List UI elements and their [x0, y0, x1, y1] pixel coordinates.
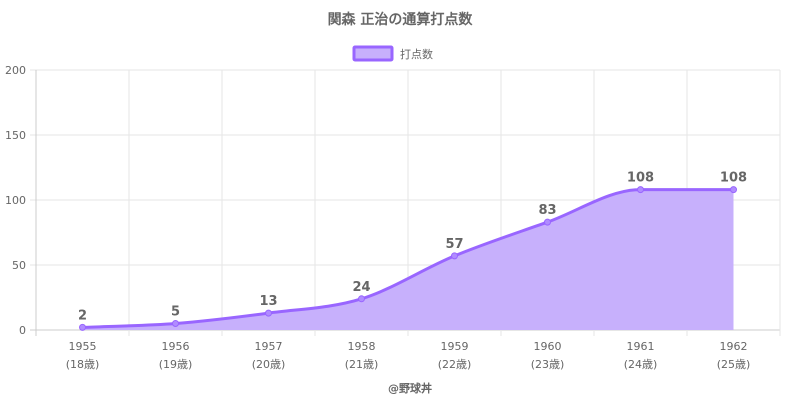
x-tick-sublabel: (20歳) [252, 358, 286, 371]
legend-label: 打点数 [400, 47, 433, 61]
data-point [730, 186, 737, 194]
x-axis: 1955 (18歳) 1956 (19歳) 1957 (20歳) 1958 (21歳) 1959… [66, 340, 751, 371]
credit-text: @野球丼 [388, 381, 432, 395]
x-tick-label: 1960 [534, 340, 562, 353]
x-tick-sublabel: (23歳) [531, 358, 565, 371]
x-tick-label: 1956 [162, 340, 190, 353]
data-label: 108 [720, 171, 747, 186]
data-label: 57 [445, 237, 463, 252]
data-label: 24 [352, 280, 370, 295]
x-tick-label: 1962 [720, 340, 748, 353]
x-tick-label: 1961 [627, 340, 655, 353]
data-label: 13 [259, 294, 277, 309]
data-point [637, 186, 644, 194]
data-points [79, 186, 737, 331]
x-tick-label: 1955 [69, 340, 97, 353]
legend: 打点数 [352, 45, 433, 62]
area-layer [82, 188, 734, 330]
x-tick-sublabel: (22歳) [438, 358, 472, 371]
data-point [79, 323, 86, 331]
x-tick-label: 1959 [441, 340, 469, 353]
x-tick-sublabel: (24歳) [624, 358, 658, 371]
y-axis: 0 50 100 150 200 [5, 64, 26, 337]
x-tick-label: 1957 [255, 340, 283, 353]
data-point [265, 309, 272, 317]
y-tick-label: 100 [5, 194, 26, 207]
y-tick-label: 150 [5, 129, 26, 142]
x-tick-label: 1958 [348, 340, 376, 353]
y-tick-label: 200 [5, 64, 26, 77]
y-tick-label: 50 [12, 259, 26, 272]
data-label: 2 [78, 308, 87, 323]
data-point [544, 218, 551, 226]
x-tick-sublabel: (21歳) [345, 358, 379, 371]
data-point [451, 252, 458, 260]
y-tick-label: 0 [19, 324, 26, 337]
series-area [82, 189, 734, 330]
series-line [82, 188, 734, 329]
x-tick-sublabel: (19歳) [159, 358, 193, 371]
chart-title: 関森 正治の通算打点数 [328, 11, 474, 28]
data-label: 108 [627, 171, 654, 186]
legend-swatch [352, 45, 394, 62]
data-point [172, 320, 179, 327]
x-tick-sublabel: (25歳) [717, 358, 751, 371]
data-labels: 2 5 13 24 57 83 108 108 [78, 171, 747, 324]
data-label: 5 [171, 305, 180, 320]
data-label: 83 [538, 203, 556, 218]
x-tick-sublabel: (18歳) [66, 358, 100, 371]
data-point [358, 295, 365, 303]
